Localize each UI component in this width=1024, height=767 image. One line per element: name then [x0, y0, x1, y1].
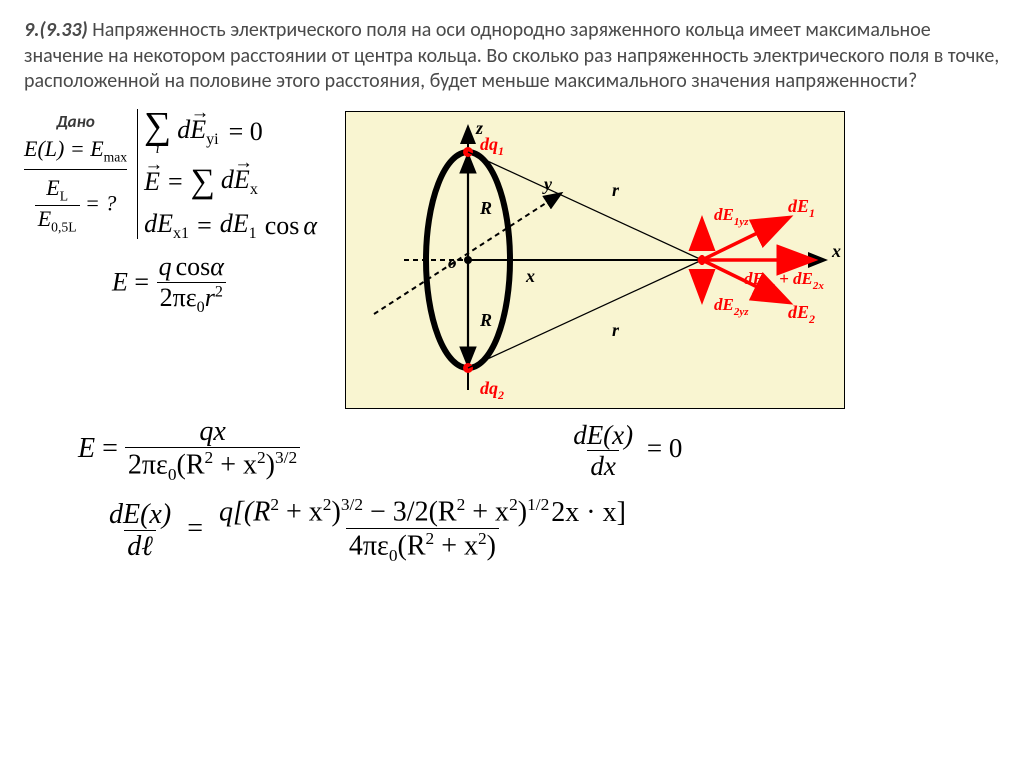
svg-text:R: R — [479, 310, 492, 330]
problem-body: Напряженность электрического поля на оси… — [24, 18, 999, 93]
eq-E-cos: E = qcosα 2πε0r2 — [112, 253, 317, 316]
svg-text:dE2yz: dE2yz — [714, 295, 749, 318]
svg-text:x: x — [831, 241, 841, 261]
work-area: Дано E(L) = Emax EL E0,5L = ? ∑ — [24, 109, 1000, 409]
svg-text:y: y — [542, 174, 553, 194]
given-eq-1: E(L) = Emax — [24, 136, 127, 165]
eq-derivative-expanded: dE(x) dℓ = q[(R2 + x2)3/2 − 3/2(R2 + x2)… — [106, 496, 1000, 565]
svg-text:dE2: dE2 — [788, 302, 815, 326]
svg-text:dE1x + dE2x: dE1x + dE2x — [744, 269, 824, 292]
svg-text:dE1yz: dE1yz — [714, 205, 749, 228]
problem-statement: 9.(9.33) Напряженность электрического по… — [24, 18, 1000, 95]
svg-text:r: r — [612, 320, 620, 340]
given-block: Дано E(L) = Emax EL E0,5L = ? — [24, 109, 138, 239]
eq-E-qx: E = qx 2πε0(R2 + x2)3/2 — [78, 417, 300, 485]
svg-text:dE1: dE1 — [788, 196, 815, 220]
eq-E-sum-Ex: E = ∑ dEx — [144, 165, 258, 199]
svg-text:dq2: dq2 — [480, 378, 504, 402]
ring-field-diagram: z y x o R R x r r dq1 dq2 dE1 dE2 dE1yz … — [345, 111, 845, 409]
derivation-eqs-1: ∑ i dEyi = 0 E = ∑ dEx dEx1 = dE1 cosα — [144, 109, 317, 244]
given-divider — [24, 169, 127, 170]
given-title: Дано — [56, 111, 94, 132]
svg-text:x: x — [525, 266, 535, 286]
eq-dEdx-zero: dE(x) dx = 0 — [570, 421, 682, 481]
svg-text:r: r — [612, 180, 620, 200]
eq-dEx1: dEx1 = dE1 cosα — [144, 209, 317, 243]
eq-sum-eyi: ∑ i dEyi = 0 — [144, 109, 263, 155]
svg-text:o: o — [448, 253, 457, 272]
svg-text:dq1: dq1 — [480, 134, 504, 158]
given-question: EL E0,5L = ? — [35, 176, 117, 234]
derivation-eqs-2: E = qx 2πε0(R2 + x2)3/2 dE(x) dx = 0 dE(… — [24, 417, 1000, 565]
problem-number: 9.(9.33) — [24, 18, 88, 42]
svg-text:R: R — [479, 198, 492, 218]
